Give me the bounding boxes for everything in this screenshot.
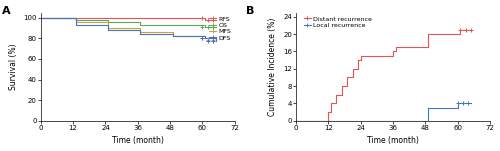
- Y-axis label: Survival (%): Survival (%): [8, 43, 18, 90]
- X-axis label: Time (month): Time (month): [112, 137, 164, 145]
- Text: A: A: [2, 6, 10, 16]
- Y-axis label: Cumulative Incidence (%): Cumulative Incidence (%): [268, 17, 278, 116]
- Legend: RFS, OS, MFS, DFS: RFS, OS, MFS, DFS: [208, 16, 232, 41]
- X-axis label: Time (month): Time (month): [367, 137, 419, 145]
- Text: B: B: [246, 6, 254, 16]
- Legend: Distant recurrence, Local recurrence: Distant recurrence, Local recurrence: [303, 16, 372, 29]
